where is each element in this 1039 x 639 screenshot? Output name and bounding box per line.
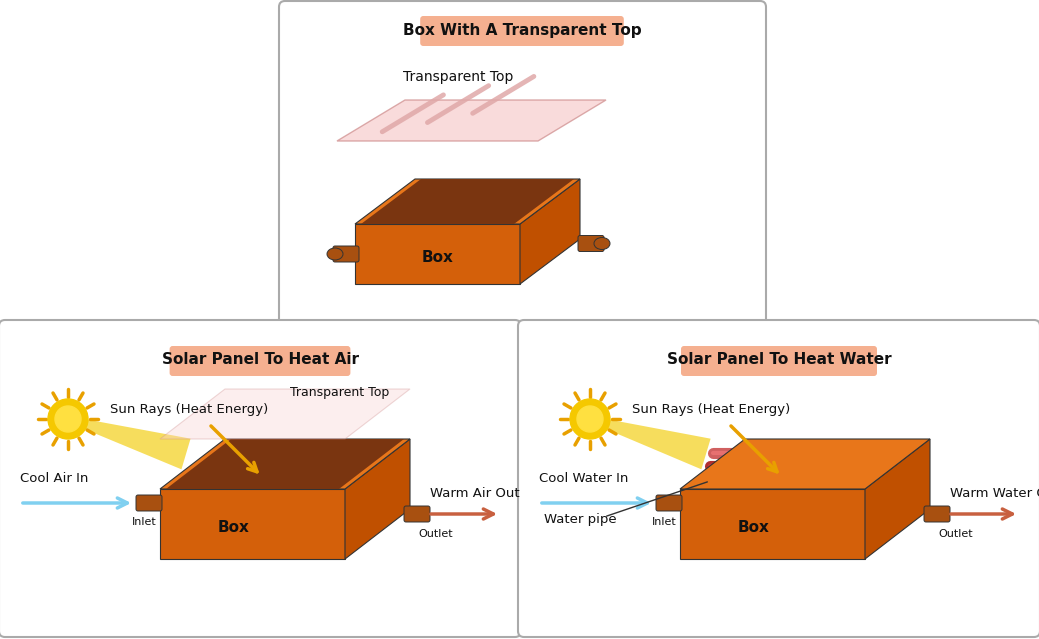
Text: Water pipe: Water pipe xyxy=(544,512,616,525)
Circle shape xyxy=(48,399,88,439)
FancyBboxPatch shape xyxy=(924,506,950,522)
Text: Outlet: Outlet xyxy=(938,529,973,539)
Text: Transparent Top: Transparent Top xyxy=(403,70,513,84)
FancyBboxPatch shape xyxy=(656,495,682,511)
Text: Box: Box xyxy=(422,249,453,265)
Text: Transparent Top: Transparent Top xyxy=(291,386,390,399)
FancyBboxPatch shape xyxy=(518,320,1039,637)
FancyBboxPatch shape xyxy=(420,16,623,46)
Polygon shape xyxy=(865,439,930,559)
Text: Warm Air Out: Warm Air Out xyxy=(430,487,520,500)
Text: Sun Rays (Heat Energy): Sun Rays (Heat Energy) xyxy=(632,403,791,415)
Polygon shape xyxy=(361,179,574,224)
FancyBboxPatch shape xyxy=(136,495,162,511)
FancyBboxPatch shape xyxy=(404,506,430,522)
Text: Cool Water In: Cool Water In xyxy=(539,472,629,485)
FancyBboxPatch shape xyxy=(279,1,766,327)
Text: Warm Water Out: Warm Water Out xyxy=(950,487,1039,500)
Text: Solar Panel To Heat Air: Solar Panel To Heat Air xyxy=(161,353,358,367)
Polygon shape xyxy=(160,439,410,489)
FancyBboxPatch shape xyxy=(169,346,350,376)
Polygon shape xyxy=(337,100,606,141)
Text: Box With A Transparent Top: Box With A Transparent Top xyxy=(403,22,641,38)
Polygon shape xyxy=(680,439,930,489)
Text: Solar Panel To Heat Water: Solar Panel To Heat Water xyxy=(667,353,891,367)
Polygon shape xyxy=(166,439,404,489)
FancyBboxPatch shape xyxy=(0,320,521,637)
FancyBboxPatch shape xyxy=(681,346,877,376)
Text: Inlet: Inlet xyxy=(651,517,676,527)
Polygon shape xyxy=(160,489,345,559)
FancyBboxPatch shape xyxy=(578,236,604,252)
Polygon shape xyxy=(68,416,190,469)
Text: Cool Air In: Cool Air In xyxy=(20,472,88,485)
Polygon shape xyxy=(355,224,520,284)
Polygon shape xyxy=(589,416,711,469)
Ellipse shape xyxy=(594,238,610,249)
Circle shape xyxy=(577,406,603,432)
Text: Box: Box xyxy=(738,520,770,535)
Ellipse shape xyxy=(327,248,343,260)
Text: Inlet: Inlet xyxy=(132,517,157,527)
Text: Outlet: Outlet xyxy=(418,529,453,539)
Circle shape xyxy=(570,399,610,439)
Polygon shape xyxy=(355,179,580,224)
FancyBboxPatch shape xyxy=(334,246,359,262)
Circle shape xyxy=(55,406,81,432)
Polygon shape xyxy=(686,439,924,489)
Text: Box: Box xyxy=(218,520,250,535)
Polygon shape xyxy=(680,489,865,559)
Polygon shape xyxy=(345,439,410,559)
Text: Sun Rays (Heat Energy): Sun Rays (Heat Energy) xyxy=(110,403,268,415)
Polygon shape xyxy=(160,389,410,439)
Polygon shape xyxy=(520,179,580,284)
